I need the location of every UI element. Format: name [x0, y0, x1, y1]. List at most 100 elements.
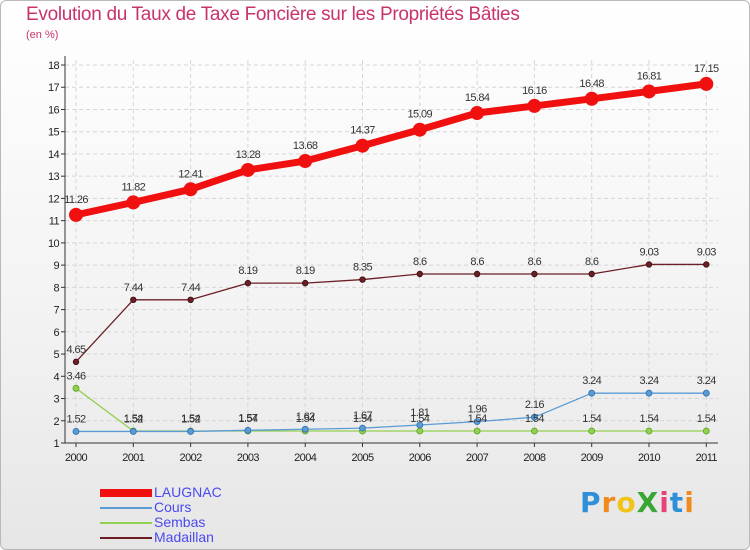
y-tick-label: 4: [53, 371, 59, 383]
point-cours: [531, 413, 538, 421]
point-cours: [72, 428, 80, 435]
point-laugnac: [699, 76, 714, 91]
chart-title: Evolution du Taux de Taxe Foncière sur l…: [26, 4, 520, 25]
data-label-madaillan: 8.35: [353, 262, 372, 274]
point-sembas: [588, 427, 596, 435]
point-cours: [187, 428, 195, 435]
point-laugnac: [642, 84, 656, 99]
y-tick-label: 16: [48, 104, 60, 116]
data-label-laugnac: 16.16: [522, 85, 547, 97]
point-sembas: [416, 427, 424, 435]
series-line-cours: [75, 392, 707, 433]
data-label-cours: 1.62: [296, 411, 315, 423]
point-laugnac: [240, 162, 255, 177]
x-tick-label: 2006: [409, 452, 432, 464]
point-sembas: [72, 384, 80, 392]
point-madaillan: [302, 279, 309, 287]
point-madaillan: [130, 296, 137, 304]
logo-letter: X: [636, 486, 660, 519]
grid: [65, 60, 718, 444]
y-tick-label: 8: [53, 282, 59, 294]
data-label-cours: 1.57: [238, 412, 257, 424]
data-label-sembas: 1.54: [639, 413, 658, 425]
y-tick-label: 9: [53, 260, 59, 272]
logo-letter: t: [669, 486, 685, 519]
point-sembas: [473, 427, 481, 435]
point-cours: [301, 425, 309, 433]
data-label-laugnac: 15.84: [465, 92, 490, 104]
point-laugnac: [69, 207, 83, 222]
legend-label: Sembas: [154, 514, 206, 530]
point-laugnac: [412, 122, 427, 137]
point-cours: [359, 424, 366, 432]
data-label-laugnac: 12.41: [178, 168, 203, 180]
x-tick-label: 2002: [180, 452, 203, 464]
y-tick-label: 15: [48, 127, 60, 139]
proxiti-logo: ProXiti: [580, 486, 695, 519]
y-tick-label: 12: [48, 193, 60, 205]
point-madaillan: [473, 270, 481, 278]
data-label-sembas: 1.54: [124, 413, 143, 425]
data-label-sembas: 1.54: [410, 413, 429, 425]
point-madaillan: [703, 261, 710, 268]
data-label-sembas: 1.54: [296, 413, 315, 425]
data-label-madaillan: 8.6: [528, 256, 542, 268]
data-label-laugnac: 15.09: [408, 109, 433, 121]
x-tick-label: 2007: [466, 452, 489, 464]
data-label-sembas: 1.54: [238, 413, 257, 425]
logo-letter: i: [659, 486, 670, 519]
data-label-laugnac: 11.26: [64, 194, 88, 206]
data-label-madaillan: 7.44: [124, 282, 143, 294]
data-label-laugnac: 17.15: [694, 63, 719, 75]
logo-letter: P: [580, 486, 602, 519]
y-tick-label: 13: [48, 171, 60, 183]
data-label-madaillan: 8.6: [585, 256, 599, 268]
point-madaillan: [416, 270, 423, 278]
point-cours: [416, 421, 424, 429]
point-madaillan: [531, 270, 538, 278]
legend-swatch: [100, 522, 152, 524]
point-laugnac: [126, 195, 141, 210]
point-cours: [244, 426, 252, 434]
data-label-laugnac: 13.28: [236, 149, 261, 161]
data-label-sembas: 1.54: [525, 413, 544, 425]
point-laugnac: [355, 138, 370, 153]
point-laugnac: [584, 91, 599, 106]
legend-label: Madaillan: [154, 529, 214, 545]
data-label-madaillan: 9.03: [697, 246, 716, 258]
y-tick-label: 5: [53, 349, 59, 361]
y-tick-label: 17: [48, 82, 60, 94]
x-tick-label: 2003: [237, 452, 260, 464]
point-sembas: [645, 427, 653, 435]
unit-label: (en %): [26, 29, 59, 41]
x-tick-label: 2008: [523, 452, 546, 464]
data-label-cours: 3.24: [582, 375, 601, 387]
data-label-sembas: 3.46: [66, 370, 85, 382]
point-laugnac: [298, 154, 313, 169]
x-tick-label: 2011: [696, 452, 718, 464]
data-label-laugnac: 13.68: [293, 140, 318, 152]
data-label-laugnac: 11.82: [121, 181, 145, 193]
point-cours: [702, 389, 710, 397]
x-tick-label: 2009: [581, 452, 604, 464]
point-madaillan: [645, 261, 653, 268]
y-tick-label: 11: [49, 216, 60, 228]
data-label-madaillan: 4.65: [66, 344, 85, 356]
legend-swatch: [100, 507, 152, 509]
data-label-madaillan: 9.03: [639, 246, 658, 258]
y-tick-label: 1: [53, 438, 59, 450]
data-label-sembas: 1.54: [697, 413, 716, 425]
data-label-laugnac: 16.81: [637, 70, 662, 82]
data-label-madaillan: 8.6: [470, 256, 484, 268]
point-madaillan: [359, 276, 366, 283]
y-tick-label: 2: [53, 416, 59, 428]
point-cours: [588, 389, 596, 397]
x-tick-label: 2004: [294, 452, 317, 464]
y-tick-label: 6: [53, 327, 59, 339]
x-tick-label: 2010: [638, 452, 661, 464]
series-line-madaillan: [75, 263, 707, 363]
data-label-cours: 1.96: [468, 404, 487, 416]
data-labels: 11.26 11.82 12.41 13.28 13.68 14.37 15.09 15.84…: [64, 63, 720, 426]
y-tick-label: 7: [53, 305, 59, 317]
